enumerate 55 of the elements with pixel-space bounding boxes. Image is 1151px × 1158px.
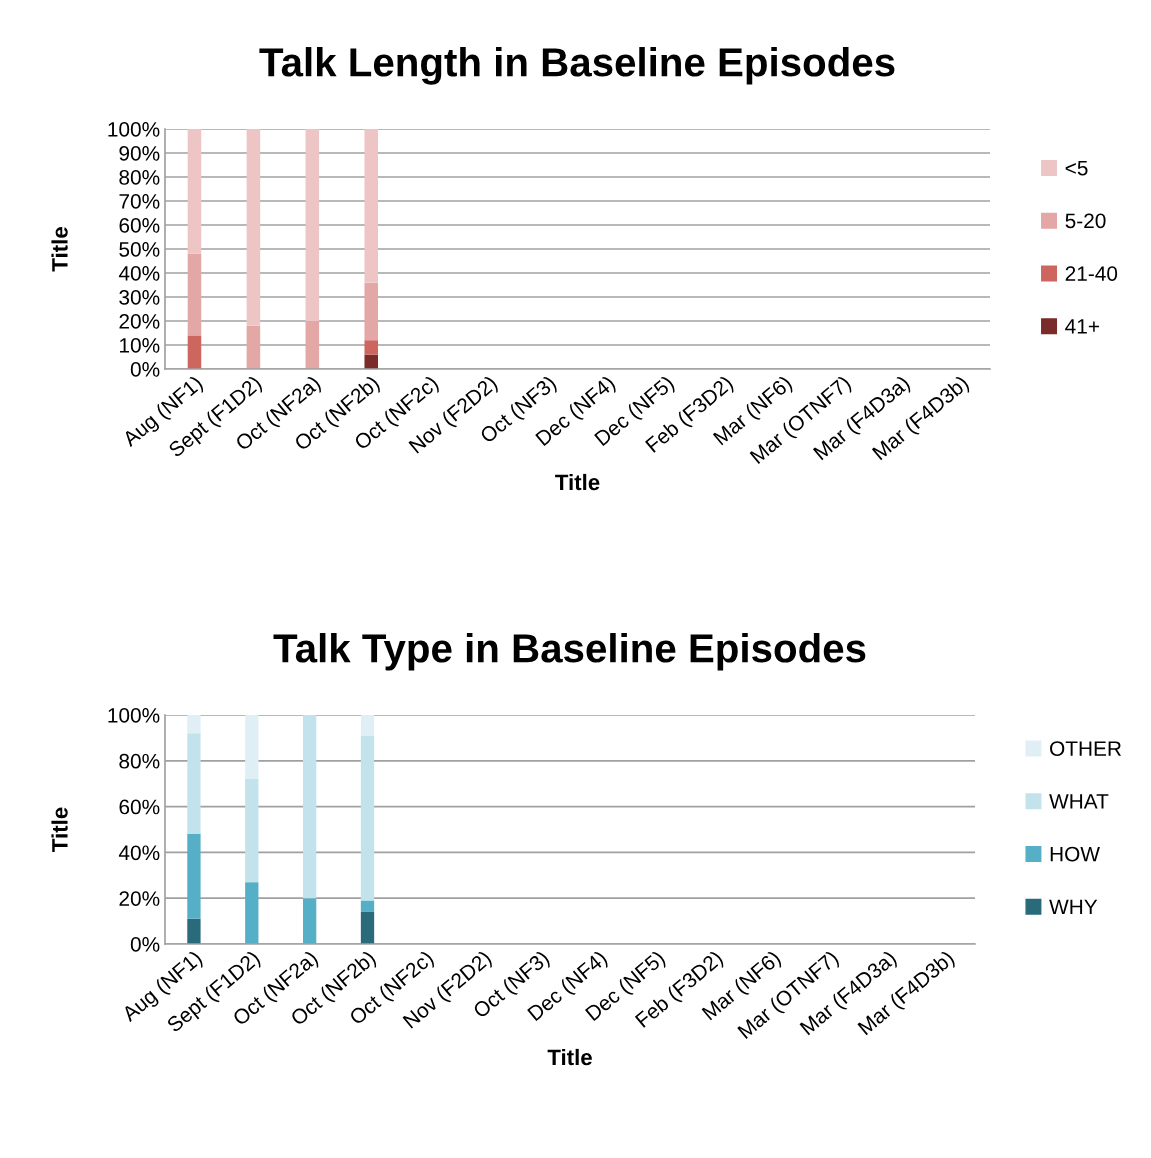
y-tick-label: 80% bbox=[119, 170, 160, 185]
y-tick-label: 30% bbox=[119, 290, 160, 305]
bar bbox=[187, 918, 201, 944]
legend-label: HOW bbox=[1050, 846, 1100, 862]
y-tick-label: 100% bbox=[108, 122, 160, 137]
legend-label: 41+ bbox=[1065, 319, 1099, 334]
bar bbox=[187, 834, 201, 919]
legend-label: WHAT bbox=[1049, 794, 1109, 809]
y-tick-label: 10% bbox=[120, 338, 160, 353]
bar bbox=[364, 129, 379, 283]
y-tick-label: 0% bbox=[130, 362, 160, 377]
x-axis-title: Title bbox=[555, 473, 600, 491]
x-axis-title: Title bbox=[547, 1048, 592, 1066]
bar bbox=[246, 129, 261, 326]
bar bbox=[360, 735, 375, 901]
legend-label: OTHER bbox=[1050, 741, 1122, 756]
legend-label: WHY bbox=[1049, 899, 1098, 915]
y-tick-label: 0% bbox=[130, 937, 160, 952]
y-tick-label: 80% bbox=[119, 753, 160, 769]
y-axis-title: Title bbox=[51, 807, 68, 852]
y-tick-label: 40% bbox=[118, 266, 160, 281]
y-tick-label: 90% bbox=[119, 146, 160, 161]
bar bbox=[187, 129, 202, 254]
bar bbox=[246, 325, 261, 369]
bar bbox=[360, 900, 375, 912]
legend-label: 21-40 bbox=[1065, 266, 1118, 281]
y-tick-label: 20% bbox=[119, 314, 160, 329]
bar bbox=[305, 321, 320, 369]
legend-label: 5-20 bbox=[1065, 213, 1106, 229]
legend-label: <5 bbox=[1065, 160, 1088, 176]
bar bbox=[305, 129, 320, 321]
y-axis-title: Title bbox=[51, 227, 68, 272]
y-tick-label: 50% bbox=[119, 242, 160, 257]
chart-title: Talk Length in Baseline Episodes bbox=[259, 47, 895, 85]
y-tick-label: 70% bbox=[119, 194, 160, 209]
bar bbox=[245, 779, 259, 883]
bar bbox=[187, 335, 202, 369]
y-tick-label: 40% bbox=[118, 845, 160, 861]
bar bbox=[364, 340, 379, 355]
bar bbox=[187, 715, 201, 734]
bar bbox=[302, 898, 317, 944]
bar bbox=[360, 715, 375, 736]
bar bbox=[187, 253, 202, 336]
bar bbox=[364, 354, 379, 369]
bar bbox=[187, 733, 201, 835]
bar bbox=[302, 715, 317, 899]
bar bbox=[245, 715, 259, 780]
y-tick-label: 100% bbox=[108, 708, 160, 723]
y-tick-label: 60% bbox=[119, 218, 160, 233]
y-tick-label: 20% bbox=[119, 891, 160, 906]
bar bbox=[364, 282, 379, 341]
bar bbox=[245, 882, 259, 944]
bar bbox=[360, 911, 375, 944]
y-tick-label: 60% bbox=[119, 799, 160, 815]
chart-title: Talk Type in Baseline Episodes bbox=[273, 633, 866, 671]
